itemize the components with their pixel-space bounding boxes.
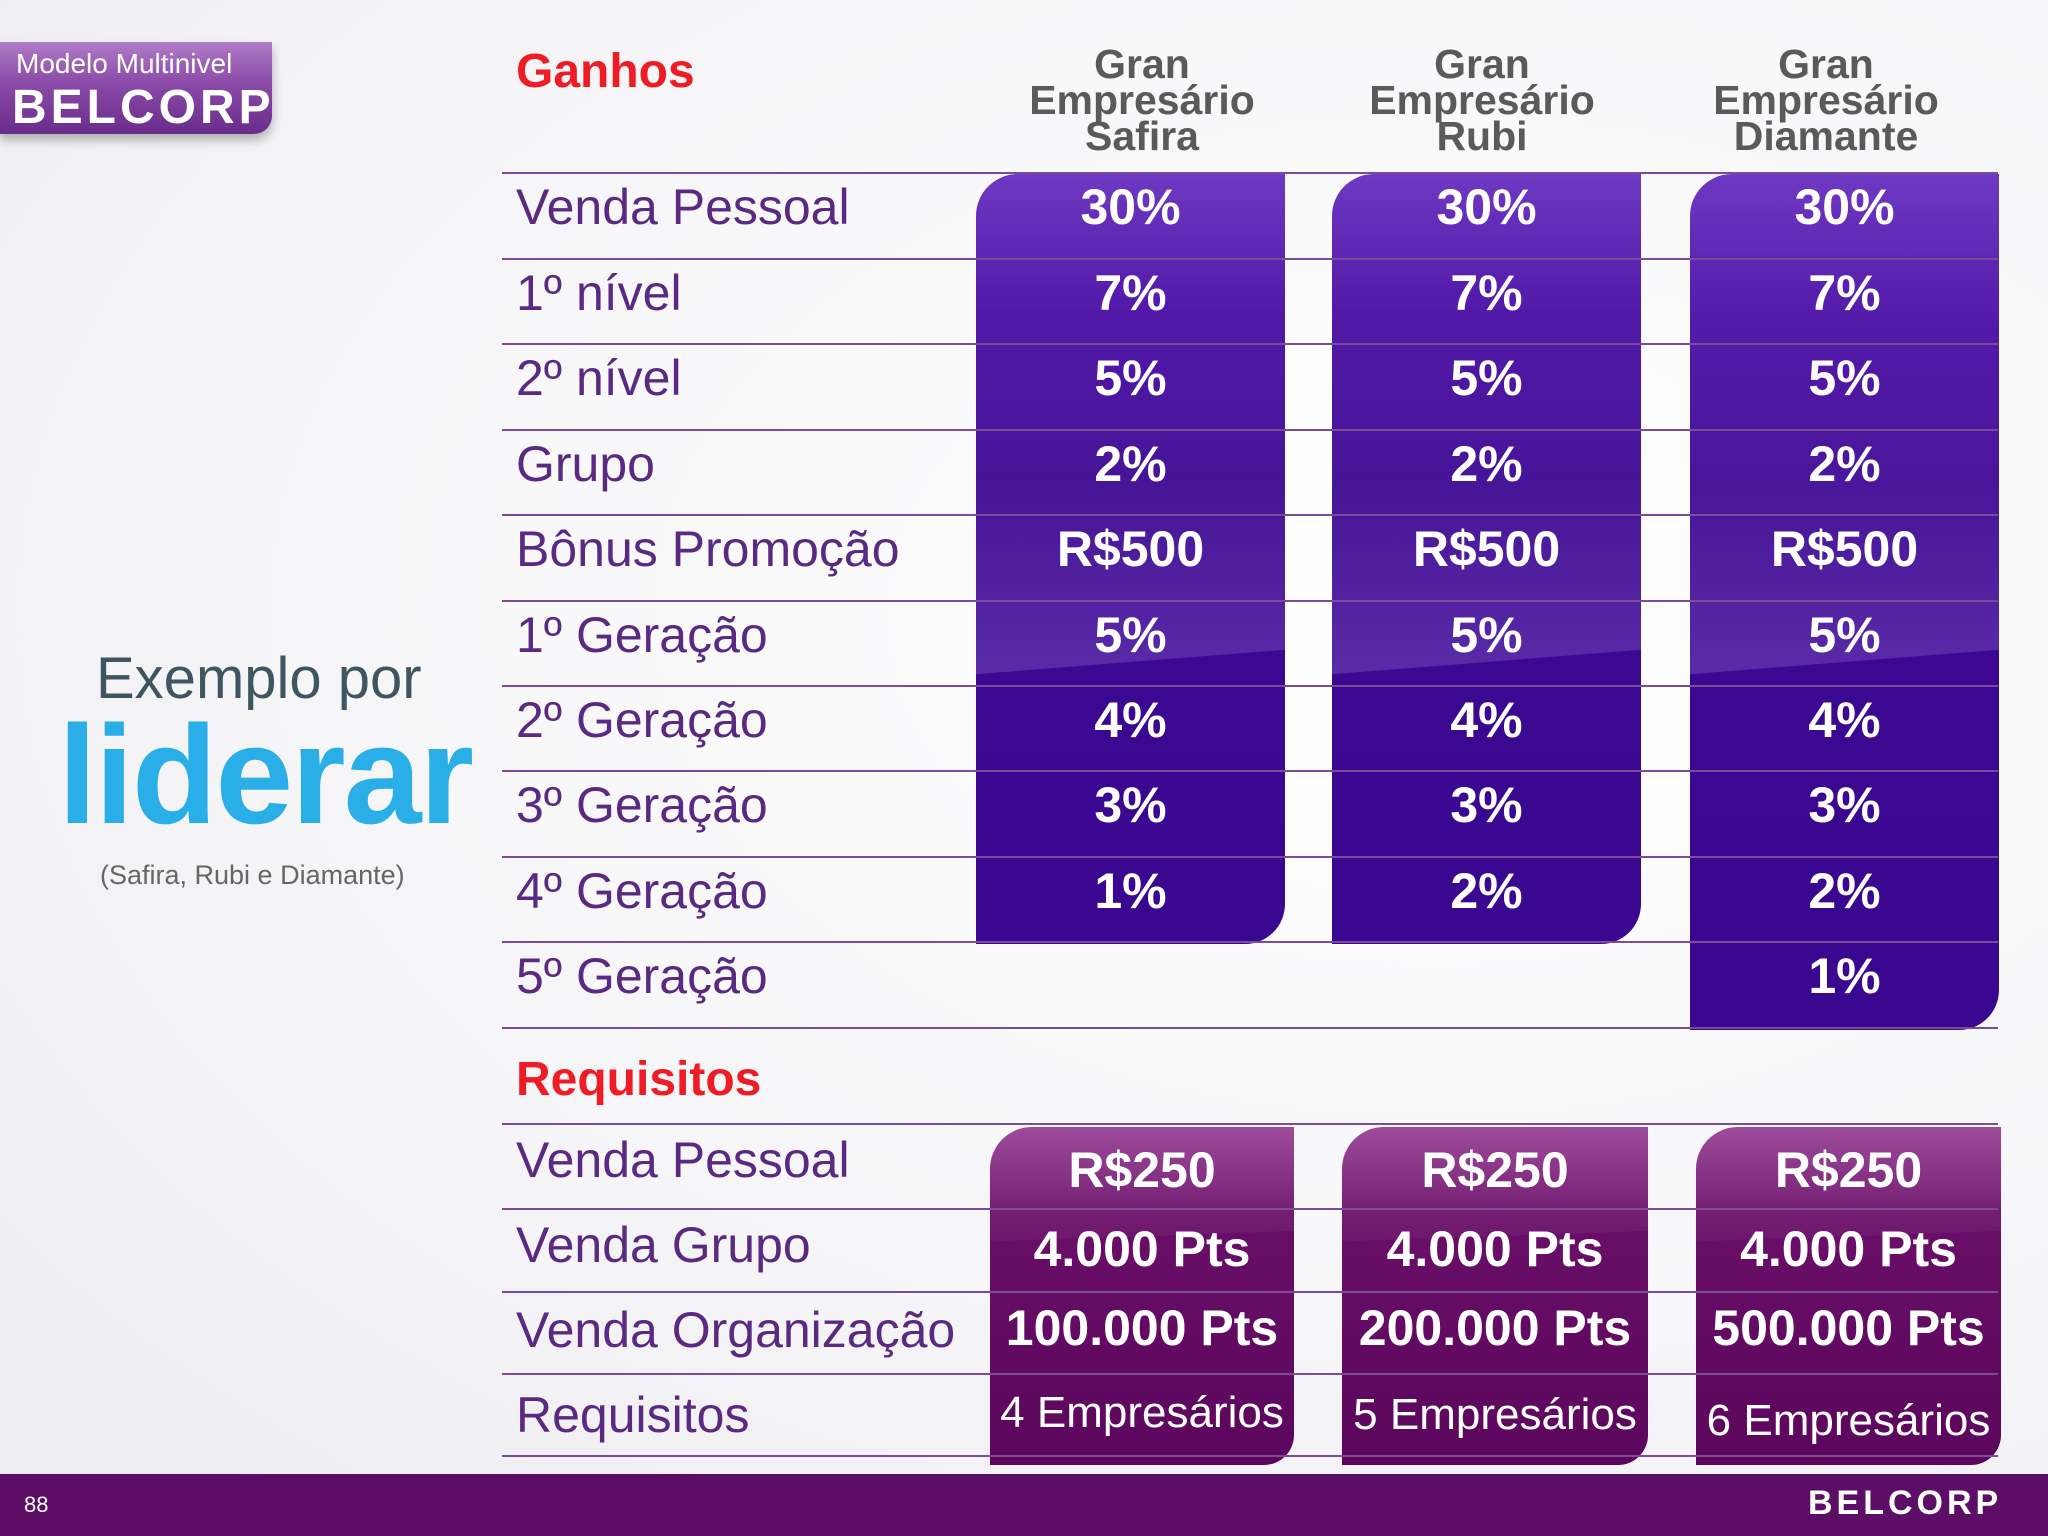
- value-safira: 30%: [1080, 179, 1181, 235]
- row-label: 4º Geração: [516, 863, 768, 919]
- logo-subtitle: Modelo Multinivel: [16, 48, 233, 79]
- value-safira: 3%: [1094, 777, 1167, 833]
- value-rubi: 5%: [1450, 607, 1523, 663]
- value-rubi: 2%: [1450, 436, 1523, 492]
- req-value-safira: 4 Empresários: [1000, 1388, 1284, 1437]
- footer-bar: 88 BELCORP: [0, 1474, 2048, 1536]
- req-value-rubi: 4.000 Pts: [1386, 1221, 1604, 1277]
- row-label: Venda Pessoal: [516, 179, 850, 235]
- value-safira: [976, 934, 1285, 1019]
- panel-safira: [976, 174, 1285, 944]
- value-diamante: 4%: [1808, 692, 1881, 748]
- value-rubi: 5%: [1450, 350, 1523, 406]
- row-label: 1º nível: [516, 265, 682, 321]
- row-divider: [502, 941, 1998, 943]
- row-divider: [502, 172, 1998, 174]
- value-safira: 2%: [1094, 436, 1167, 492]
- levels-note: (Safira, Rubi e Diamante): [100, 860, 405, 890]
- value-diamante: R$500: [1770, 521, 1919, 577]
- req-row-divider: [502, 1455, 1998, 1457]
- row-divider: [502, 343, 1998, 345]
- req-panel-rubi: [1342, 1127, 1648, 1465]
- value-diamante: 2%: [1808, 436, 1881, 492]
- value-rubi: 2%: [1450, 863, 1523, 919]
- footer-brand-logo: BELCORP: [1808, 1484, 2003, 1522]
- requirements-title: Requisitos: [516, 1053, 762, 1106]
- value-rubi: [1332, 934, 1641, 1019]
- row-label: Venda Organização: [516, 1302, 956, 1358]
- req-value-diamante: R$250: [1774, 1142, 1923, 1198]
- row-divider: [502, 1027, 1998, 1029]
- value-diamante: 2%: [1808, 863, 1881, 919]
- row-label: Venda Grupo: [516, 1217, 811, 1273]
- row-label: 1º Geração: [516, 607, 768, 663]
- req-value-safira: 100.000 Pts: [1005, 1300, 1279, 1356]
- row-divider: [502, 258, 1998, 260]
- req-value-diamante: 6 Empresários: [1706, 1396, 1991, 1445]
- req-value-rubi: 5 Empresários: [1353, 1390, 1637, 1439]
- row-divider: [502, 600, 1998, 602]
- value-diamante: 7%: [1808, 265, 1881, 321]
- belcorp-logo-badge: Modelo Multinivel BELCORP: [0, 42, 272, 134]
- column-header-rubi: Gran Empresário Rubi: [1369, 41, 1595, 159]
- row-divider: [502, 856, 1998, 858]
- value-diamante: 1%: [1808, 948, 1881, 1004]
- value-rubi: 30%: [1436, 179, 1537, 235]
- value-rubi: R$500: [1412, 521, 1561, 577]
- row-label: 2º nível: [516, 350, 682, 406]
- value-safira: 1%: [1094, 863, 1167, 919]
- row-label: Bônus Promoção: [516, 521, 900, 577]
- req-panel-diamante: [1696, 1127, 2001, 1465]
- example-label: Exemplo por: [96, 646, 422, 711]
- req-value-safira: R$250: [1068, 1142, 1216, 1198]
- value-rubi: 3%: [1450, 777, 1523, 833]
- value-safira: 7%: [1094, 265, 1167, 321]
- req-value-diamante: 4.000 Pts: [1740, 1221, 1957, 1277]
- req-value-safira: 4.000 Pts: [1033, 1221, 1251, 1277]
- row-label: 2º Geração: [516, 692, 768, 748]
- row-label: Grupo: [516, 436, 655, 492]
- value-safira: 4%: [1094, 692, 1167, 748]
- req-value-rubi: 200.000 Pts: [1358, 1300, 1632, 1356]
- panel-diamante: [1690, 174, 1999, 1030]
- req-row-divider: [502, 1208, 1998, 1210]
- row-label: Venda Pessoal: [516, 1132, 850, 1188]
- value-safira: R$500: [1056, 521, 1205, 577]
- value-diamante: 5%: [1808, 607, 1881, 663]
- value-safira: 5%: [1094, 607, 1167, 663]
- row-label: Requisitos: [516, 1387, 750, 1443]
- liderar-heading: liderar: [58, 696, 474, 853]
- row-divider: [502, 514, 1998, 516]
- value-diamante: 30%: [1794, 179, 1895, 235]
- page-number: 88: [24, 1492, 49, 1517]
- value-diamante: 3%: [1808, 777, 1881, 833]
- value-rubi: 4%: [1450, 692, 1523, 748]
- value-rubi: 7%: [1450, 265, 1523, 321]
- panel-rubi: [1332, 174, 1641, 944]
- req-value-diamante: 500.000 Pts: [1712, 1300, 1985, 1356]
- req-row-divider: [502, 1291, 1998, 1293]
- row-divider: [502, 429, 1998, 431]
- value-safira: 5%: [1094, 350, 1167, 406]
- row-label: 3º Geração: [516, 777, 768, 833]
- earnings-title: Ganhos: [516, 45, 695, 98]
- logo-brand: BELCORP: [12, 81, 275, 134]
- row-divider: [502, 685, 1998, 687]
- column-header-safira: Gran Empresário Safira: [1029, 41, 1255, 159]
- value-diamante: 5%: [1808, 350, 1881, 406]
- req-row-divider: [502, 1373, 1998, 1375]
- req-panel-safira: [990, 1127, 1294, 1465]
- row-divider: [502, 770, 1998, 772]
- row-label: 5º Geração: [516, 948, 768, 1004]
- column-header-diamante: Gran Empresário Diamante: [1713, 41, 1939, 159]
- req-row-divider: [502, 1123, 1998, 1125]
- req-value-rubi: R$250: [1421, 1142, 1569, 1198]
